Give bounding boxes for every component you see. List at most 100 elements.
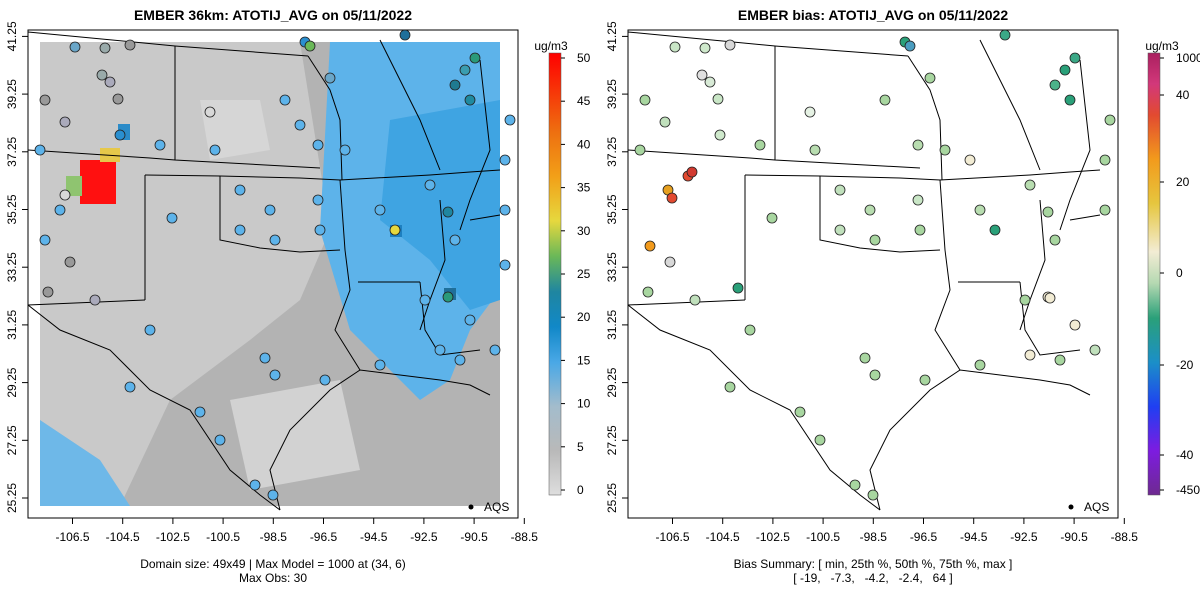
station-marker [324,72,336,84]
y-tick-label: 35.25 [5,194,19,224]
station-marker [419,294,431,306]
station-marker [664,256,676,268]
right-sites [634,30,1116,501]
station-marker [864,204,876,216]
y-tick-label: 37.25 [605,136,619,166]
station-marker [814,434,826,446]
left-x-axis: -106.5 -104.5 -102.5 -100.5 -98.5 -96.5 -94.5 -… [55,518,538,544]
left-legend: AQS [468,500,509,514]
station-marker [194,406,206,418]
x-tick-label: -100.5 [806,530,840,544]
station-marker [259,352,271,364]
colorbar-tick-label: 0 [1176,266,1183,280]
x-tick-label: -102.5 [156,530,190,544]
station-marker [269,369,281,381]
station-marker [104,76,116,88]
right-colorbar: ug/m3 10000 40 20 0 -20 -40 -450 [1145,39,1200,497]
station-marker [459,64,471,76]
station-marker [114,129,126,141]
x-tick-label: -106.5 [655,530,689,544]
x-tick-label: -90.5 [1060,530,1088,544]
colorbar-tick-label: 50 [577,51,591,65]
x-tick-label: -88.5 [1111,530,1139,544]
x-tick-label: -92.5 [1010,530,1038,544]
colorbar-tick-label: 20 [577,310,591,324]
station-marker [974,359,986,371]
station-marker [644,240,656,252]
y-tick-label: 33.25 [5,252,19,282]
left-sites [34,30,516,501]
station-marker [89,294,101,306]
station-marker [249,479,261,491]
x-tick-label: -96.5 [910,530,938,544]
colorbar-tick-label: 45 [577,94,591,108]
station-marker [912,194,924,206]
left-footer-line1: Domain size: 49x49 | Max Model = 1000 at… [140,557,406,571]
x-tick-label: -94.5 [360,530,388,544]
right-panel: EMBER bias: ATOTIJ_AVG on 05/11/2022 [605,7,1200,585]
colorbar-tick-label: 10000 [1176,51,1200,65]
station-marker [766,212,778,224]
x-tick-label: -98.5 [260,530,288,544]
station-marker [267,489,279,501]
station-marker [1104,114,1116,126]
station-marker [712,93,724,105]
station-marker [99,42,111,54]
y-tick-label: 25.25 [5,483,19,513]
right-footer-line1: Bias Summary: [ min, 25th %, 50th %, 75t… [734,557,1013,571]
station-marker [1099,154,1111,166]
station-marker [634,144,646,156]
right-footer-line2: [ -19, -7.3, -4.2, -2.4, 64 ] [793,571,952,585]
station-marker [754,139,766,151]
station-marker [699,42,711,54]
x-tick-label: -98.5 [860,530,888,544]
station-marker [374,204,386,216]
station-marker [214,434,226,446]
station-marker [339,144,351,156]
right-x-axis: -106.5 -104.5 -102.5 -100.5 -98.5 -96.5 -94.5 -… [655,518,1138,544]
station-marker [304,40,316,52]
left-legend-marker [468,504,474,510]
station-marker [69,41,81,53]
station-marker [974,204,986,216]
right-y-axis: 25.25 27.25 29.25 31.25 33.25 35.25 37.25 39.25… [605,21,628,513]
left-colorbar-ticks: 0 5 10 15 20 25 30 35 40 45 50 [561,51,591,497]
station-marker [939,144,951,156]
station-marker [34,144,46,156]
left-colorbar-ramp [548,52,562,496]
station-marker [399,30,411,41]
y-tick-label: 25.25 [605,483,619,513]
colorbar-tick-label: 15 [577,353,591,367]
left-legend-label: AQS [484,500,509,514]
station-marker [686,166,698,178]
y-tick-label: 27.25 [605,425,619,455]
station-marker [54,204,66,216]
station-marker [924,72,936,84]
x-tick-label: -90.5 [460,530,488,544]
right-boundaries [628,31,1101,511]
station-marker [867,489,879,501]
station-marker [112,93,124,105]
station-marker [269,234,281,246]
station-marker [1049,234,1061,246]
colorbar-tick-label: 0 [577,483,584,497]
right-colorbar-ramp [1147,52,1161,496]
station-marker [642,286,654,298]
station-marker [704,76,716,88]
station-marker [744,324,756,336]
right-title: EMBER bias: ATOTIJ_AVG on 05/11/2022 [738,7,1008,23]
x-tick-label: -104.5 [706,530,740,544]
station-marker [489,344,501,356]
y-tick-label: 27.25 [5,425,19,455]
station-marker [696,69,708,81]
station-marker [639,94,651,106]
station-marker [469,52,481,64]
colorbar-tick-label: 25 [577,267,591,281]
x-tick-label: -96.5 [310,530,338,544]
colorbar-tick-label: 40 [1176,88,1190,102]
station-marker [1064,94,1076,106]
station-marker [869,234,881,246]
station-marker [389,224,401,236]
station-marker [669,41,681,53]
